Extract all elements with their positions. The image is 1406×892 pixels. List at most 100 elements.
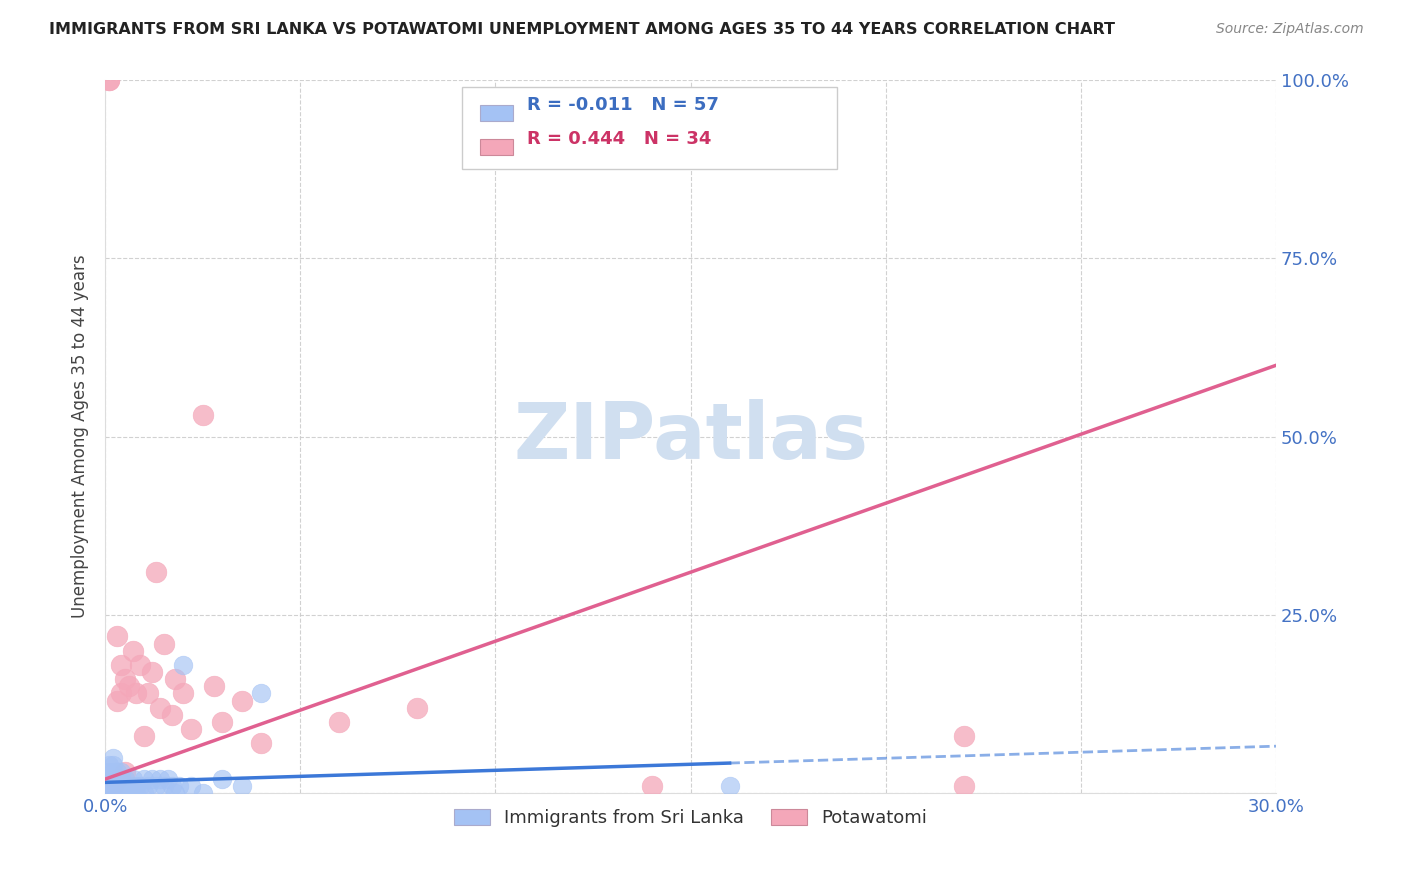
Point bbox=[98, 786, 121, 800]
Text: R = -0.011   N = 57: R = -0.011 N = 57 bbox=[527, 96, 718, 114]
Point bbox=[114, 672, 136, 686]
Point bbox=[117, 679, 139, 693]
Point bbox=[101, 764, 124, 779]
Point bbox=[180, 722, 202, 736]
Point bbox=[129, 779, 152, 793]
Point bbox=[101, 786, 124, 800]
Point bbox=[952, 729, 974, 743]
Point bbox=[165, 786, 187, 800]
Point bbox=[129, 657, 152, 672]
Point bbox=[145, 565, 167, 579]
Point bbox=[98, 73, 121, 87]
Point bbox=[110, 686, 132, 700]
Point bbox=[160, 779, 183, 793]
Point bbox=[121, 786, 143, 800]
Point bbox=[101, 779, 124, 793]
Point bbox=[98, 779, 121, 793]
Text: IMMIGRANTS FROM SRI LANKA VS POTAWATOMI UNEMPLOYMENT AMONG AGES 35 TO 44 YEARS C: IMMIGRANTS FROM SRI LANKA VS POTAWATOMI … bbox=[49, 22, 1115, 37]
Point bbox=[105, 772, 128, 786]
Point bbox=[231, 779, 253, 793]
Point bbox=[156, 772, 179, 786]
Point bbox=[134, 786, 156, 800]
Point bbox=[191, 786, 214, 800]
Point bbox=[101, 786, 124, 800]
Point bbox=[114, 772, 136, 786]
Point bbox=[110, 657, 132, 672]
Point bbox=[114, 786, 136, 800]
FancyBboxPatch shape bbox=[479, 139, 513, 155]
Point bbox=[98, 764, 121, 779]
Point bbox=[250, 686, 273, 700]
FancyBboxPatch shape bbox=[463, 87, 837, 169]
Point bbox=[328, 714, 350, 729]
Point bbox=[98, 757, 121, 772]
Point bbox=[98, 786, 121, 800]
Y-axis label: Unemployment Among Ages 35 to 44 years: Unemployment Among Ages 35 to 44 years bbox=[72, 255, 89, 618]
Point bbox=[117, 786, 139, 800]
Point bbox=[98, 786, 121, 800]
Point bbox=[105, 786, 128, 800]
Point bbox=[101, 750, 124, 764]
Point bbox=[105, 772, 128, 786]
Point bbox=[105, 779, 128, 793]
Point bbox=[98, 779, 121, 793]
Point bbox=[165, 672, 187, 686]
Point bbox=[125, 786, 148, 800]
FancyBboxPatch shape bbox=[479, 105, 513, 121]
Point bbox=[169, 779, 191, 793]
Point bbox=[211, 772, 233, 786]
Point bbox=[98, 772, 121, 786]
Point bbox=[121, 643, 143, 657]
Point bbox=[134, 772, 156, 786]
Point bbox=[101, 757, 124, 772]
Point bbox=[149, 772, 172, 786]
Point bbox=[110, 786, 132, 800]
Point bbox=[160, 707, 183, 722]
Point bbox=[105, 779, 128, 793]
Point bbox=[110, 764, 132, 779]
Point bbox=[110, 779, 132, 793]
Point bbox=[105, 786, 128, 800]
Point bbox=[141, 772, 163, 786]
Legend: Immigrants from Sri Lanka, Potawatomi: Immigrants from Sri Lanka, Potawatomi bbox=[446, 802, 935, 834]
Point bbox=[105, 629, 128, 643]
Point bbox=[134, 729, 156, 743]
Point bbox=[718, 779, 741, 793]
Point bbox=[101, 786, 124, 800]
Point bbox=[136, 686, 159, 700]
Point bbox=[231, 693, 253, 707]
Point bbox=[117, 779, 139, 793]
Point bbox=[98, 786, 121, 800]
Point bbox=[125, 686, 148, 700]
Point bbox=[406, 700, 429, 714]
Point bbox=[172, 657, 194, 672]
Point bbox=[125, 779, 148, 793]
Point bbox=[98, 786, 121, 800]
Point bbox=[114, 779, 136, 793]
Point bbox=[640, 779, 662, 793]
Point bbox=[101, 779, 124, 793]
Point bbox=[101, 779, 124, 793]
Point bbox=[105, 693, 128, 707]
Point bbox=[141, 665, 163, 679]
Point bbox=[952, 779, 974, 793]
Point bbox=[136, 779, 159, 793]
Point bbox=[180, 779, 202, 793]
Point bbox=[114, 764, 136, 779]
Text: Source: ZipAtlas.com: Source: ZipAtlas.com bbox=[1216, 22, 1364, 37]
Point bbox=[152, 636, 174, 650]
Point bbox=[105, 764, 128, 779]
Text: R = 0.444   N = 34: R = 0.444 N = 34 bbox=[527, 130, 711, 148]
Text: ZIPatlas: ZIPatlas bbox=[513, 399, 868, 475]
Point bbox=[204, 679, 226, 693]
Point bbox=[250, 736, 273, 750]
Point bbox=[149, 700, 172, 714]
Point bbox=[110, 772, 132, 786]
Point bbox=[98, 73, 121, 87]
Point bbox=[211, 714, 233, 729]
Point bbox=[152, 779, 174, 793]
Point bbox=[172, 686, 194, 700]
Point bbox=[191, 409, 214, 423]
Point bbox=[101, 772, 124, 786]
Point bbox=[121, 772, 143, 786]
